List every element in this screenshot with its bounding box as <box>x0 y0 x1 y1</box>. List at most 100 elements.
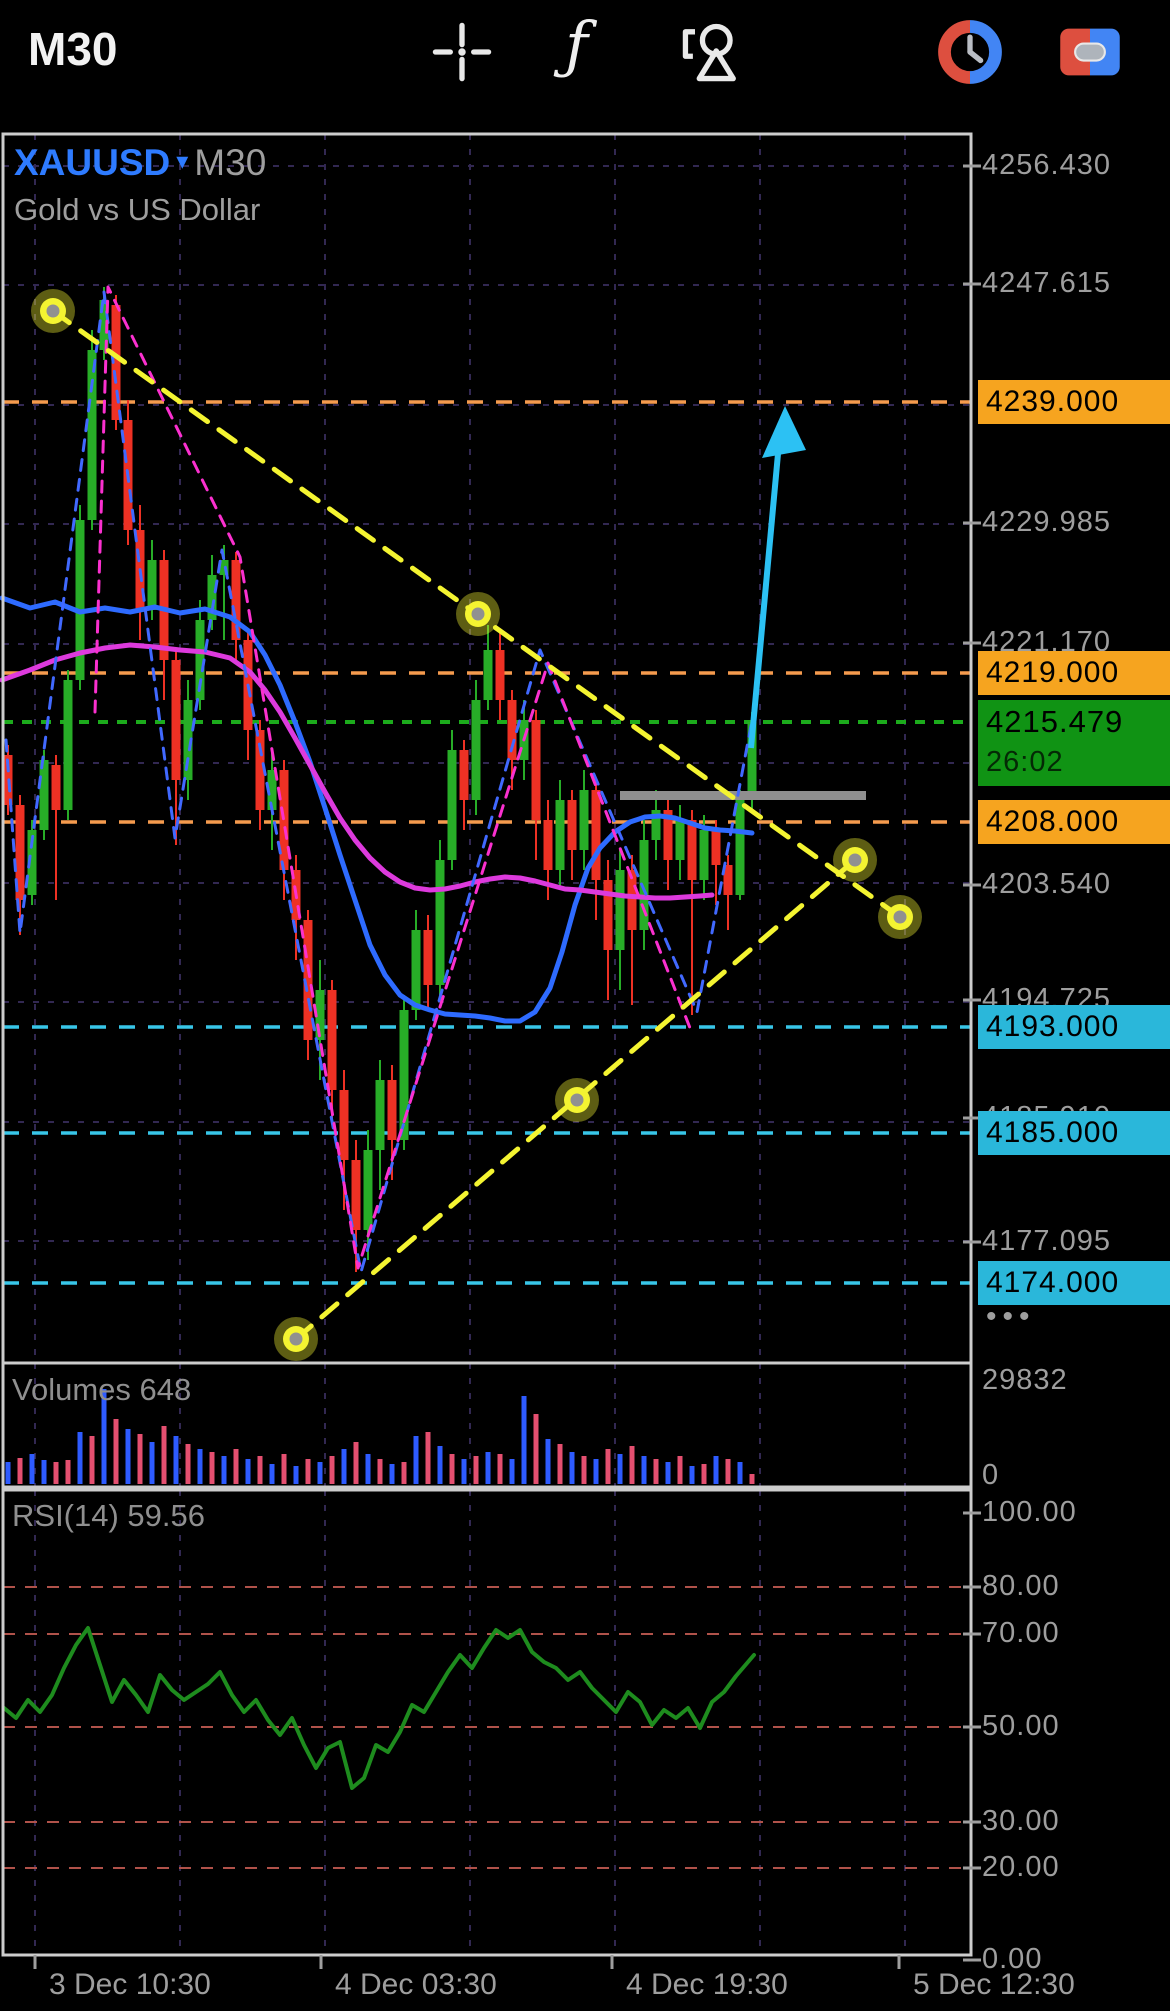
trade-toggle-icon[interactable] <box>1056 18 1124 86</box>
volume-bar <box>497 1454 503 1484</box>
price-axis-label: 4247.615 <box>982 267 1111 299</box>
volume-bar <box>485 1452 491 1484</box>
function-icon[interactable]: ƒ <box>565 8 588 81</box>
candle-countdown-timer: 26:02 <box>986 746 1064 778</box>
candle-body <box>351 1160 361 1230</box>
volume-bar <box>161 1426 167 1484</box>
volume-bar <box>713 1456 719 1484</box>
volume-bar <box>437 1446 443 1484</box>
volume-bar <box>65 1460 71 1484</box>
rsi-indicator-label: RSI(14) 59.56 <box>12 1498 205 1533</box>
market-clock-icon[interactable] <box>936 18 1004 86</box>
volume-bar <box>221 1456 227 1484</box>
volume-bar <box>557 1444 563 1484</box>
objects-icon[interactable] <box>678 18 746 86</box>
volume-bar <box>137 1434 143 1484</box>
pane-border <box>1 1488 973 1957</box>
candle-body <box>447 750 457 860</box>
candle-body <box>735 800 745 895</box>
volume-bar <box>53 1462 59 1484</box>
projection-arrow-head <box>762 406 806 458</box>
chart-timeframe: M30 <box>194 142 267 183</box>
candle-body <box>27 830 37 895</box>
candle-body <box>87 350 97 520</box>
symbol-name[interactable]: XAUUSD <box>14 142 171 183</box>
candle-body <box>39 760 49 830</box>
candle-body <box>99 300 109 350</box>
trendline-handle-dot <box>471 607 485 621</box>
gray-price-marker[interactable] <box>620 791 866 800</box>
symbol-description: Gold vs US Dollar <box>14 192 261 227</box>
volume-bar <box>209 1452 215 1484</box>
volume-bar <box>593 1459 599 1484</box>
candle-body <box>327 990 337 1090</box>
volume-bar <box>545 1439 551 1484</box>
volume-bar <box>257 1456 263 1484</box>
volume-bar <box>533 1414 539 1484</box>
volume-bar <box>569 1452 575 1484</box>
candle-body <box>375 1080 385 1150</box>
candle-body <box>459 750 469 800</box>
candle-body <box>171 660 181 780</box>
candle-body <box>567 800 577 850</box>
volume-bar <box>305 1459 311 1484</box>
time-axis-label: 4 Dec 19:30 <box>626 1968 788 2001</box>
volume-bar <box>185 1444 191 1484</box>
candle-body <box>147 560 157 610</box>
volume-bar <box>233 1449 239 1484</box>
candle-body <box>267 770 277 810</box>
rsi-axis-label: 70.00 <box>982 1617 1060 1649</box>
candle-body <box>399 1010 409 1140</box>
price-level-badge: 4193.000 <box>978 1005 1170 1049</box>
trendline-handle-dot <box>570 1093 584 1107</box>
price-level-badge: 4219.000 <box>978 651 1170 695</box>
rsi-axis-label: 100.00 <box>982 1496 1077 1528</box>
candle-body <box>15 805 25 900</box>
trendline-handle-dot <box>46 304 60 318</box>
slow-ma <box>0 642 715 901</box>
volume-bar <box>509 1459 515 1484</box>
candle-body <box>75 520 85 680</box>
candle-body <box>723 865 733 895</box>
volume-bar <box>317 1462 323 1484</box>
rsi-line <box>2 1626 756 1790</box>
volume-bar <box>245 1459 251 1484</box>
volume-bar <box>425 1432 431 1484</box>
chevron-down-icon[interactable]: ▾ <box>176 148 189 175</box>
candle-body <box>687 820 697 880</box>
trendline-handle-dot <box>893 910 907 924</box>
timeframe-label[interactable]: M30 <box>28 23 118 75</box>
ascending-trendline <box>293 857 858 1342</box>
candle-body <box>699 830 709 880</box>
volume-bar <box>125 1429 131 1484</box>
volume-bar <box>377 1459 383 1484</box>
candle-body <box>339 1090 349 1160</box>
volume-bar <box>617 1454 623 1484</box>
candle-body <box>639 840 649 930</box>
price-level-badge: 4185.000 <box>978 1111 1170 1155</box>
symbol-selector[interactable]: XAUUSD ▾ M30 <box>14 142 266 184</box>
candle-body <box>387 1080 397 1140</box>
rsi-axis-label: 50.00 <box>982 1710 1060 1742</box>
zigzag-blue <box>4 290 755 1274</box>
candle-body <box>255 730 265 810</box>
volume-bar <box>173 1436 179 1484</box>
volume-bar <box>473 1456 479 1484</box>
candle-body <box>651 810 661 840</box>
volume-bar <box>5 1462 11 1484</box>
volume-bar <box>701 1464 707 1484</box>
volume-bar <box>329 1456 335 1484</box>
rsi-axis-label: 30.00 <box>982 1805 1060 1837</box>
price-axis-label: 4256.430 <box>982 149 1111 181</box>
volume-bar <box>89 1436 95 1484</box>
crosshair-icon[interactable] <box>428 18 496 86</box>
volume-indicator-label: Volumes 648 <box>12 1372 192 1407</box>
candle-body <box>615 870 625 950</box>
pane-border <box>1 1361 973 1489</box>
current-price-value: 4215.479 <box>986 704 1124 739</box>
volume-bar <box>725 1459 731 1484</box>
candle-body <box>411 930 421 1010</box>
zigzag-magenta <box>93 285 692 1270</box>
time-axis-label: 4 Dec 03:30 <box>335 1968 497 2001</box>
